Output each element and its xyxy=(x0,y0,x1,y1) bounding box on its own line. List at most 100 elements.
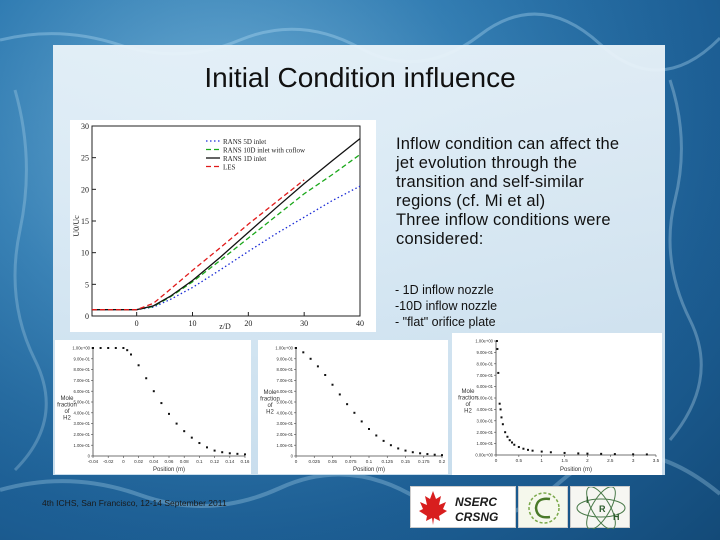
y-tick-label: 1.00e+00 xyxy=(475,339,493,344)
data-point xyxy=(92,347,94,349)
data-point xyxy=(198,442,201,445)
y-tick-label: 3.00e-01 xyxy=(476,418,493,423)
data-point xyxy=(309,357,312,360)
data-point xyxy=(411,451,414,454)
y-tick-label: 4.00e-01 xyxy=(73,410,90,415)
data-point xyxy=(506,435,509,438)
data-point xyxy=(375,434,378,437)
x-tick-label: 0.175 xyxy=(418,459,430,464)
x-tick-label: 10 xyxy=(189,319,197,328)
data-point xyxy=(206,446,208,449)
x-tick-label: 0.5 xyxy=(516,458,523,463)
data-point xyxy=(397,447,400,450)
y-tick-label: 6.00e-01 xyxy=(476,384,493,389)
emblem-logo xyxy=(518,486,568,528)
x-tick-label: 1 xyxy=(540,458,543,463)
x-tick-label: 30 xyxy=(300,319,308,328)
data-point xyxy=(137,364,140,367)
y-tick-label: 7.00e-01 xyxy=(73,378,90,383)
data-point xyxy=(632,453,635,456)
data-point xyxy=(404,449,407,452)
y-axis-label-line: fraction xyxy=(260,397,280,403)
data-point xyxy=(114,347,117,349)
data-point xyxy=(130,353,132,356)
data-point xyxy=(107,347,110,349)
body-text: Inflow condition can affect the jet evol… xyxy=(396,135,664,249)
y-tick-label: 10 xyxy=(81,249,89,258)
body-line: Inflow condition can affect the xyxy=(396,135,620,153)
data-point xyxy=(338,393,341,396)
x-tick-label: -0.04 xyxy=(88,459,99,464)
x-axis-label: Position (m) xyxy=(153,467,185,473)
legend-label: RANS 5D inlet xyxy=(223,138,266,146)
x-tick-label: 0 xyxy=(295,459,298,464)
y-tick-label: 0 xyxy=(88,454,91,459)
y-tick-label: 2.00e-01 xyxy=(476,430,493,435)
data-point xyxy=(99,347,102,349)
centerline-velocity-svg: 0 10 20 30 40 0 5 10 15 20 25 30 z/D U0/Uc RANS 5D inl… xyxy=(72,122,364,331)
y-axis-label: U0/Uc xyxy=(72,215,81,237)
series-line-4 xyxy=(92,179,305,311)
data-point xyxy=(498,402,501,405)
data-point xyxy=(244,453,246,456)
x-tick-label: 0.125 xyxy=(382,459,394,464)
y-tick-label: 3.00e-01 xyxy=(276,421,293,426)
data-point xyxy=(497,371,500,374)
y-tick-label: 9.00e-01 xyxy=(476,350,493,355)
crsng-label: CRSNG xyxy=(455,510,498,524)
x-tick-label: 3.5 xyxy=(653,458,660,463)
nserc-logo: NSERC CRSNG xyxy=(410,486,516,528)
x-tick-label: 1.5 xyxy=(561,458,568,463)
body-line: Three inflow conditions were xyxy=(396,211,611,229)
legend-label: LES xyxy=(223,164,236,172)
nozzle-list: - 1D inflow nozzle -10D inflow nozzle - … xyxy=(395,282,595,330)
y-axis-label-line: fraction xyxy=(57,403,77,409)
y-tick-label: 1.00e+00 xyxy=(72,346,90,351)
data-point xyxy=(175,422,178,425)
data-point xyxy=(368,428,370,430)
mole-fraction-svg-1: 0 1.00e-01 2.00e-01 3.00e-01 4.00e-01 5.00e-0… xyxy=(57,346,250,473)
y-axis-label-line: of xyxy=(465,402,470,408)
maple-leaf-icon xyxy=(419,491,447,525)
y-tick-label: 1.00e-01 xyxy=(476,441,493,446)
data-point xyxy=(324,374,327,376)
data-point xyxy=(499,408,502,411)
y-tick-label: 25 xyxy=(81,154,89,163)
y-tick-label: 0 xyxy=(85,312,89,321)
y-tick-label: 30 xyxy=(81,122,89,131)
data-point xyxy=(382,439,385,442)
x-tick-label: 2.5 xyxy=(607,458,614,463)
y-axis-label-line: Mole xyxy=(263,390,277,396)
y-tick-label: 5 xyxy=(85,280,89,289)
x-tick-label: 0.16 xyxy=(241,459,250,464)
nozzle-item: - "flat" orifice plate xyxy=(395,315,496,329)
data-point xyxy=(496,347,499,350)
data-point xyxy=(221,451,224,454)
y-axis-label-line: of xyxy=(64,409,69,415)
y-tick-label: 20 xyxy=(81,185,89,194)
y-tick-label: 2.00e-01 xyxy=(73,432,90,437)
x-tick-label: 0.15 xyxy=(401,459,410,464)
data-point xyxy=(168,412,170,415)
x-axis-label: Position (m) xyxy=(560,467,592,473)
data-point xyxy=(531,449,534,452)
y-axis-label-line: H2 xyxy=(464,409,472,415)
y-tick-label: 2.00e-01 xyxy=(276,432,293,437)
data-point xyxy=(522,447,525,450)
series-line-1 xyxy=(92,185,361,311)
data-point xyxy=(213,449,216,452)
x-tick-label: 0 xyxy=(495,458,498,463)
data-point xyxy=(302,351,305,354)
y-tick-label: 5.00e-01 xyxy=(276,400,293,405)
data-point xyxy=(500,416,503,419)
data-point xyxy=(433,453,436,456)
series-line-2 xyxy=(92,153,361,311)
x-tick-label: 0 xyxy=(122,459,125,464)
data-point xyxy=(563,451,566,454)
data-point xyxy=(145,377,148,380)
x-tick-label: 0.04 xyxy=(149,459,158,464)
data-point xyxy=(419,452,422,455)
y-tick-label: 8.00e-01 xyxy=(476,361,493,366)
x-tick-label: 0 xyxy=(135,319,139,328)
nozzle-item: -10D inflow nozzle xyxy=(395,299,498,313)
